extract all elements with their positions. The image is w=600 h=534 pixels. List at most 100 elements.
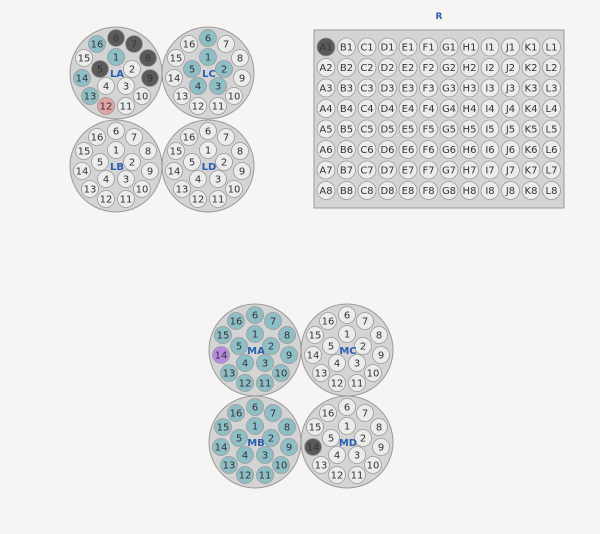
rack-well-circle[interactable] (439, 58, 459, 77)
well-md-8[interactable]: 8 (370, 418, 388, 436)
well-circle[interactable] (280, 438, 298, 456)
rack-well-e4[interactable]: E4 (398, 99, 418, 118)
rack-well-h8[interactable]: H8 (460, 181, 479, 200)
rack-well-k6[interactable]: K6 (521, 140, 541, 159)
well-lb-2[interactable]: 2 (123, 153, 141, 171)
rack-well-b2[interactable]: B2 (337, 58, 356, 77)
well-circle[interactable] (180, 35, 198, 53)
rack-well-e5[interactable]: E5 (398, 119, 418, 139)
rack-well-circle[interactable] (542, 37, 561, 57)
rack-well-circle[interactable] (480, 140, 500, 159)
well-circle[interactable] (165, 69, 183, 87)
rack-well-circle[interactable] (357, 140, 377, 159)
well-circle[interactable] (246, 417, 264, 435)
well-ld-12[interactable]: 12 (189, 190, 207, 208)
rack-well-circle[interactable] (337, 140, 356, 159)
rack-well-circle[interactable] (337, 99, 356, 118)
rack-well-c1[interactable]: C1 (357, 37, 377, 57)
well-circle[interactable] (214, 326, 232, 344)
well-mc-2[interactable]: 2 (354, 337, 372, 355)
rack-well-e7[interactable]: E7 (398, 160, 418, 180)
well-circle[interactable] (173, 87, 191, 105)
well-circle[interactable] (133, 87, 151, 105)
rack-well-e1[interactable]: E1 (398, 37, 418, 57)
well-md-6[interactable]: 6 (338, 398, 356, 416)
well-ma-8[interactable]: 8 (278, 326, 296, 344)
well-ma-5[interactable]: 5 (230, 337, 248, 355)
rack-well-f3[interactable]: F3 (419, 78, 438, 98)
well-la-13[interactable]: 13 (81, 87, 99, 105)
well-circle[interactable] (167, 142, 185, 160)
rack-well-f2[interactable]: F2 (419, 58, 438, 77)
well-md-3[interactable]: 3 (348, 446, 366, 464)
rack-well-circle[interactable] (337, 160, 356, 180)
well-circle[interactable] (97, 97, 115, 115)
well-lc-6[interactable]: 6 (199, 29, 217, 47)
well-circle[interactable] (180, 128, 198, 146)
rack-well-d5[interactable]: D5 (378, 119, 397, 139)
well-ld-9[interactable]: 9 (233, 162, 251, 180)
well-circle[interactable] (236, 446, 254, 464)
well-lb-7[interactable]: 7 (125, 128, 143, 146)
well-la-16[interactable]: 16 (88, 35, 106, 53)
well-lb-4[interactable]: 4 (97, 170, 115, 188)
well-circle[interactable] (246, 306, 264, 324)
well-circle[interactable] (256, 354, 274, 372)
rack-well-circle[interactable] (439, 37, 459, 57)
well-circle[interactable] (97, 170, 115, 188)
rack-well-h5[interactable]: H5 (460, 119, 479, 139)
well-lb-12[interactable]: 12 (97, 190, 115, 208)
well-circle[interactable] (141, 162, 159, 180)
rack-well-e2[interactable]: E2 (398, 58, 418, 77)
well-circle[interactable] (306, 326, 324, 344)
well-mb-16[interactable]: 16 (227, 404, 245, 422)
rack-well-circle[interactable] (439, 119, 459, 139)
rack-well-circle[interactable] (357, 160, 377, 180)
rack-well-circle[interactable] (501, 78, 520, 98)
well-la-5[interactable]: 5 (91, 60, 109, 78)
rack-well-b3[interactable]: B3 (337, 78, 356, 98)
well-mb-1[interactable]: 1 (246, 417, 264, 435)
rack-well-f6[interactable]: F6 (419, 140, 438, 159)
rack-well-circle[interactable] (398, 160, 418, 180)
rack-well-circle[interactable] (316, 37, 336, 57)
well-circle[interactable] (189, 77, 207, 95)
well-mb-6[interactable]: 6 (246, 398, 264, 416)
rack-well-i4[interactable]: I4 (480, 99, 500, 118)
rack-well-circle[interactable] (378, 78, 397, 98)
rack-well-circle[interactable] (460, 78, 479, 98)
well-circle[interactable] (209, 190, 227, 208)
rack-well-circle[interactable] (419, 78, 438, 98)
well-circle[interactable] (165, 162, 183, 180)
well-circle[interactable] (107, 29, 125, 47)
rack-well-l5[interactable]: L5 (542, 119, 561, 139)
rack-well-circle[interactable] (337, 119, 356, 139)
well-circle[interactable] (328, 466, 346, 484)
rack-well-g6[interactable]: G6 (439, 140, 459, 159)
well-ma-3[interactable]: 3 (256, 354, 274, 372)
well-circle[interactable] (133, 180, 151, 198)
well-circle[interactable] (217, 128, 235, 146)
well-ld-13[interactable]: 13 (173, 180, 191, 198)
well-md-7[interactable]: 7 (356, 404, 374, 422)
rack-well-j1[interactable]: J1 (501, 37, 520, 57)
well-circle[interactable] (338, 306, 356, 324)
well-circle[interactable] (97, 77, 115, 95)
well-circle[interactable] (107, 122, 125, 140)
well-circle[interactable] (91, 153, 109, 171)
rack-well-j2[interactable]: J2 (501, 58, 520, 77)
well-md-13[interactable]: 13 (312, 456, 330, 474)
rack-well-circle[interactable] (501, 160, 520, 180)
rack-well-d1[interactable]: D1 (378, 37, 397, 57)
well-ma-11[interactable]: 11 (256, 374, 274, 392)
well-lb-16[interactable]: 16 (88, 128, 106, 146)
well-circle[interactable] (236, 354, 254, 372)
well-circle[interactable] (354, 337, 372, 355)
rack-well-h7[interactable]: H7 (460, 160, 479, 180)
well-circle[interactable] (225, 180, 243, 198)
well-circle[interactable] (236, 374, 254, 392)
well-ld-5[interactable]: 5 (183, 153, 201, 171)
rack-well-circle[interactable] (357, 78, 377, 98)
rack-well-f8[interactable]: F8 (419, 181, 438, 200)
rack-well-circle[interactable] (316, 99, 336, 118)
